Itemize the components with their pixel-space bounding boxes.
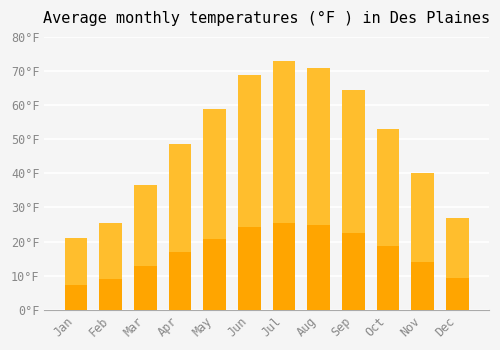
Bar [64, 238, 87, 310]
Bar [134, 185, 156, 310]
Bar [412, 262, 434, 310]
Title: Average monthly temperatures (°F ) in Des Plaines: Average monthly temperatures (°F ) in De… [43, 11, 490, 26]
Bar [308, 68, 330, 310]
Bar [64, 285, 87, 310]
Bar [100, 223, 122, 310]
Bar [204, 239, 226, 310]
Bar [446, 218, 468, 310]
Bar [377, 129, 400, 310]
Bar [168, 252, 192, 310]
Bar [134, 266, 156, 310]
Bar [100, 279, 122, 310]
Bar [377, 246, 400, 310]
Bar [308, 225, 330, 310]
Bar [446, 278, 468, 310]
Bar [238, 228, 260, 310]
Bar [342, 233, 364, 310]
Bar [238, 75, 260, 310]
Bar [272, 223, 295, 310]
Bar [342, 90, 364, 310]
Bar [204, 108, 226, 310]
Bar [412, 173, 434, 310]
Bar [168, 145, 192, 310]
Bar [272, 61, 295, 310]
